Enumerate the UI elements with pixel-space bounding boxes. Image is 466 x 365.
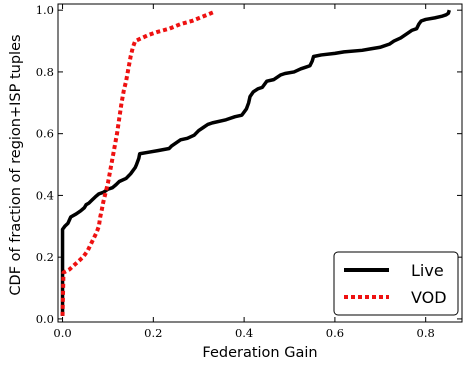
series-line-live (60, 9, 451, 316)
y-tick-label: 1.0 (36, 3, 54, 17)
x-tick-label: 0.8 (417, 326, 435, 340)
axis-ticks: 0.0 0.2 0.4 0.6 0.8 0.0 0.2 0.4 0.6 0.8 1.0 (36, 3, 462, 340)
y-tick-label: 0.4 (36, 188, 54, 202)
y-axis-label: CDF of fraction of region+ISP tuples (8, 34, 24, 295)
legend-label-live: Live (411, 261, 444, 280)
plot-frame (57, 3, 463, 323)
x-tick-label: 0.2 (144, 326, 162, 340)
legend: Live VOD (333, 251, 459, 316)
y-tick-label: 0.0 (36, 312, 54, 326)
x-tick-label: 0.6 (326, 326, 344, 340)
y-tick-label: 0.2 (36, 250, 54, 264)
series-line-vod (60, 9, 216, 316)
x-tick-label: 0.4 (235, 326, 253, 340)
series-lines (60, 9, 451, 316)
x-tick-label: 0.0 (53, 326, 71, 340)
y-tick-label: 0.8 (36, 65, 54, 79)
legend-box (333, 251, 459, 316)
y-tick-label: 0.6 (36, 127, 54, 141)
x-axis-label: Federation Gain (202, 345, 317, 361)
legend-label-vod: VOD (411, 288, 447, 307)
